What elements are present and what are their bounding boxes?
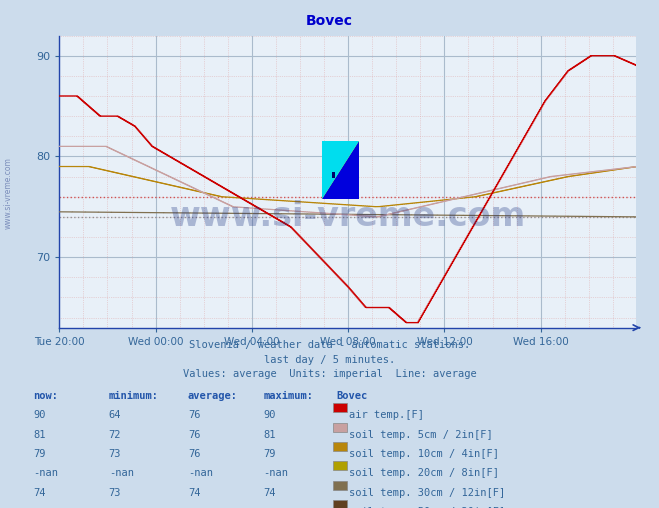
Text: -nan: -nan	[188, 468, 213, 479]
Text: minimum:: minimum:	[109, 391, 159, 401]
Text: air temp.[F]: air temp.[F]	[349, 410, 424, 421]
Text: 90: 90	[264, 410, 276, 421]
Text: -nan: -nan	[264, 507, 289, 508]
Text: Bovec: Bovec	[336, 391, 367, 401]
Text: -nan: -nan	[264, 468, 289, 479]
Text: soil temp. 5cm / 2in[F]: soil temp. 5cm / 2in[F]	[349, 430, 493, 440]
Text: 73: 73	[109, 488, 121, 498]
Text: -nan: -nan	[109, 507, 134, 508]
Text: 76: 76	[188, 449, 200, 459]
Text: 79: 79	[33, 449, 45, 459]
Text: soil temp. 10cm / 4in[F]: soil temp. 10cm / 4in[F]	[349, 449, 500, 459]
Text: 64: 64	[109, 410, 121, 421]
Text: average:: average:	[188, 391, 238, 401]
Text: 76: 76	[188, 430, 200, 440]
Text: 72: 72	[109, 430, 121, 440]
Text: 81: 81	[33, 430, 45, 440]
Text: Slovenia / weather data - automatic stations.: Slovenia / weather data - automatic stat…	[189, 340, 470, 351]
Text: 79: 79	[264, 449, 276, 459]
Text: www.si-vreme.com: www.si-vreme.com	[3, 157, 13, 229]
Text: -nan: -nan	[188, 507, 213, 508]
Text: www.si-vreme.com: www.si-vreme.com	[169, 200, 526, 233]
Text: 74: 74	[33, 488, 45, 498]
Text: 81: 81	[264, 430, 276, 440]
Text: 74: 74	[188, 488, 200, 498]
Text: maximum:: maximum:	[264, 391, 314, 401]
Text: -nan: -nan	[109, 468, 134, 479]
Text: now:: now:	[33, 391, 58, 401]
Text: 73: 73	[109, 449, 121, 459]
Text: last day / 5 minutes.: last day / 5 minutes.	[264, 355, 395, 365]
Text: -nan: -nan	[33, 468, 58, 479]
Text: soil temp. 50cm / 20in[F]: soil temp. 50cm / 20in[F]	[349, 507, 505, 508]
Text: 74: 74	[264, 488, 276, 498]
Text: Values: average  Units: imperial  Line: average: Values: average Units: imperial Line: av…	[183, 369, 476, 379]
Text: soil temp. 20cm / 8in[F]: soil temp. 20cm / 8in[F]	[349, 468, 500, 479]
Text: soil temp. 30cm / 12in[F]: soil temp. 30cm / 12in[F]	[349, 488, 505, 498]
Text: Bovec: Bovec	[306, 14, 353, 28]
Text: 76: 76	[188, 410, 200, 421]
Text: 90: 90	[33, 410, 45, 421]
Text: -nan: -nan	[33, 507, 58, 508]
